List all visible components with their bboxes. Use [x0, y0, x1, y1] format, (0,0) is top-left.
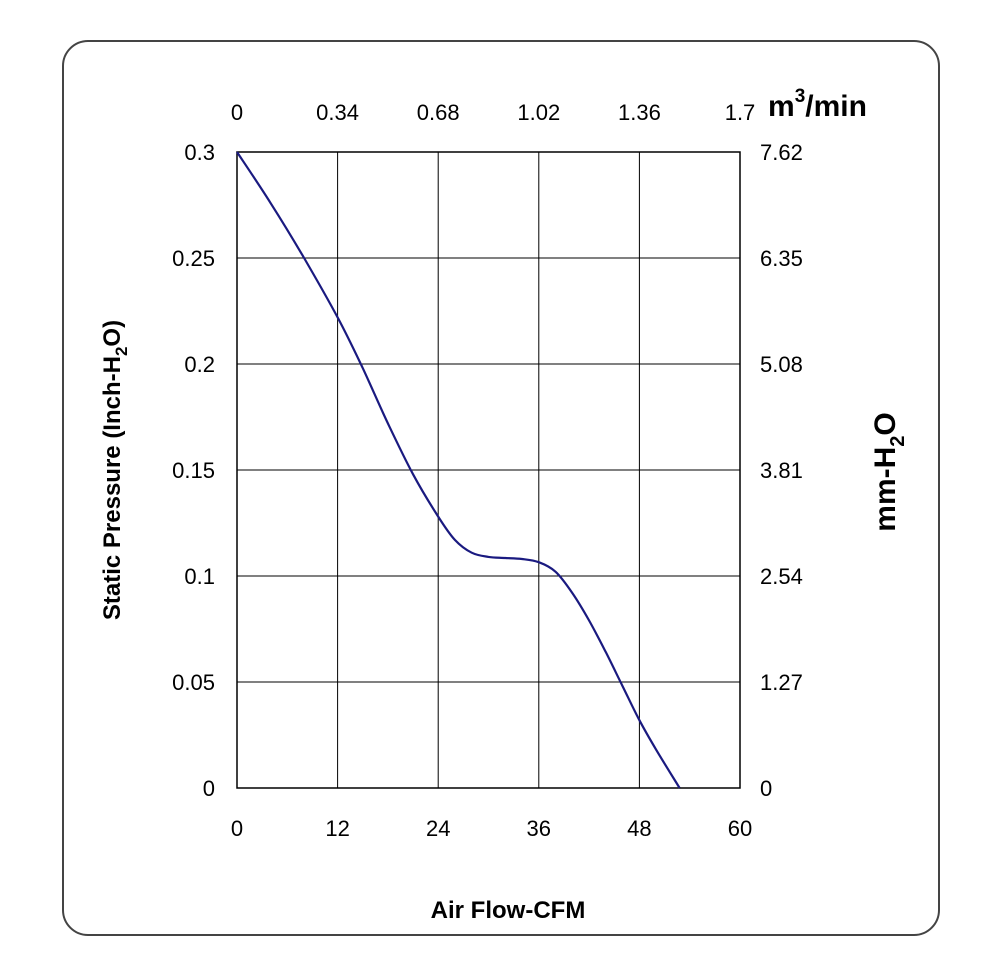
series-line: [236, 151, 681, 789]
y-left-axis-title: Static Pressure (Inch-H2O): [99, 320, 131, 620]
y-right-tick-labels: 0 1.27 2.54 3.81 5.08 6.35 7.62: [760, 140, 803, 801]
y-left-tick-label: 0.1: [184, 564, 215, 589]
x-top-tick-label: 1.36: [618, 100, 661, 125]
grid-lines: [237, 152, 740, 788]
y-right-tick-label: 2.54: [760, 564, 803, 589]
y-right-tick-label: 6.35: [760, 246, 803, 271]
x-top-tick-labels: 0 0.34 0.68 1.02 1.36 1.7: [231, 100, 755, 125]
x-bottom-tick-label: 12: [325, 816, 349, 841]
y-right-tick-label: 5.08: [760, 352, 803, 377]
x-top-unit: m3/min: [768, 86, 867, 123]
y-left-tick-label: 0.2: [184, 352, 215, 377]
y-left-tick-label: 0.3: [184, 140, 215, 165]
y-right-tick-label: 7.62: [760, 140, 803, 165]
y-right-tick-label: 0: [760, 776, 772, 801]
x-bottom-tick-labels: 0 12 24 36 48 60: [231, 816, 752, 841]
x-top-tick-label: 1.02: [517, 100, 560, 125]
y-right-tick-label: 3.81: [760, 458, 803, 483]
plot-area-border: [236, 151, 741, 789]
x-bottom-tick-label: 0: [231, 816, 243, 841]
y-left-tick-label: 0.05: [172, 670, 215, 695]
x-bottom-tick-label: 48: [627, 816, 651, 841]
y-right-tick-label: 1.27: [760, 670, 803, 695]
x-top-tick-label: 0.68: [417, 100, 460, 125]
x-top-tick-label: 0.34: [316, 100, 359, 125]
x-bottom-tick-label: 24: [426, 816, 450, 841]
y-right-axis-title: mm-H2O: [869, 412, 909, 531]
y-left-tick-label: 0.15: [172, 458, 215, 483]
x-top-tick-label: 1.7: [725, 100, 756, 125]
chart-frame: [62, 40, 940, 936]
x-bottom-tick-label: 60: [728, 816, 752, 841]
x-axis-title: Air Flow-CFM: [431, 897, 586, 924]
y-left-tick-labels: 0 0.05 0.1 0.15 0.2 0.25 0.3: [172, 140, 215, 801]
x-top-tick-label: 0: [231, 100, 243, 125]
y-left-tick-label: 0.25: [172, 246, 215, 271]
x-bottom-tick-label: 36: [527, 816, 551, 841]
y-left-tick-label: 0: [203, 776, 215, 801]
